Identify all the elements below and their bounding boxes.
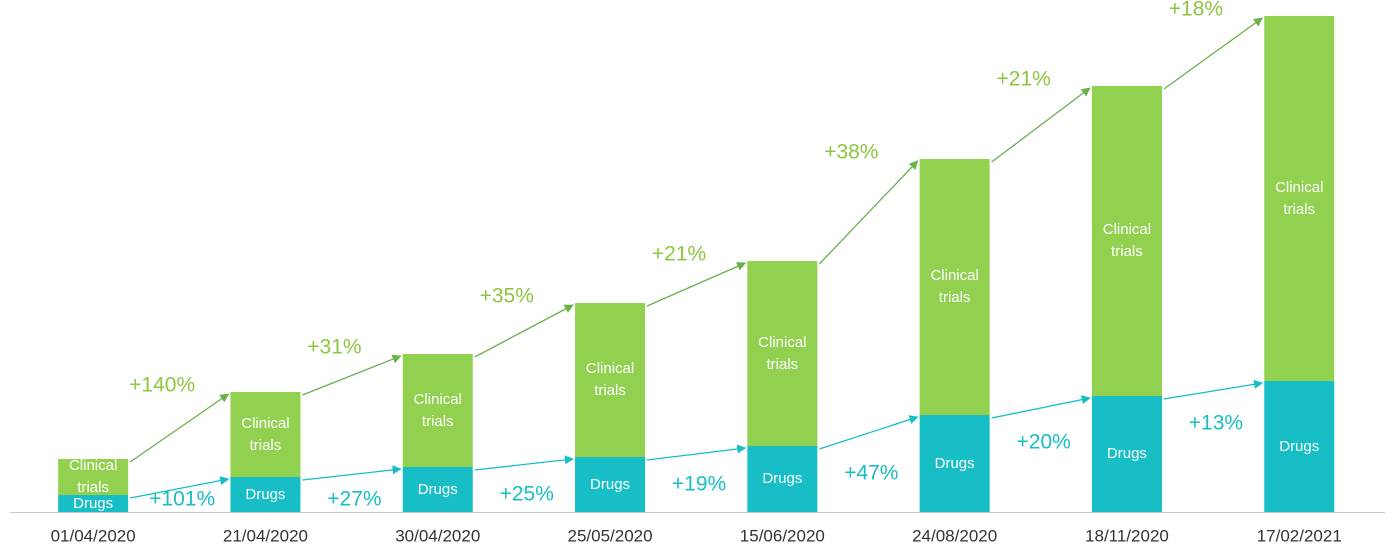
segment-label-box: Clinical trials	[1102, 221, 1152, 260]
growth-arrow	[474, 455, 574, 471]
bar-segment	[230, 477, 301, 512]
segment-label: Drugs	[1106, 445, 1147, 462]
bar-segment	[747, 261, 818, 446]
bar-segment	[58, 459, 129, 495]
growth-label: +13%	[1189, 412, 1243, 435]
segment-label-box: Drugs	[1106, 445, 1147, 462]
growth-arrow	[646, 444, 747, 461]
growth-arrow	[991, 395, 1091, 419]
segment-label: Drugs	[762, 470, 803, 487]
segment-label-box: Clinical trials	[241, 414, 290, 454]
segment-label-box: Drugs	[417, 480, 458, 498]
segment-label: Clinical trials	[930, 267, 979, 306]
bar-segment	[1264, 16, 1335, 381]
segment-label-box: Clinical trials	[1275, 178, 1324, 218]
segment-label-box: Drugs	[934, 454, 975, 472]
bar-segment	[230, 392, 301, 477]
bar-segment	[58, 495, 129, 512]
growth-label: +19%	[672, 473, 726, 496]
growth-arrow	[129, 393, 230, 463]
segment-label-box: Clinical trials	[413, 390, 462, 430]
growth-arrow	[818, 160, 919, 265]
growth-label: +140%	[129, 374, 195, 397]
growth-arrow	[646, 262, 747, 307]
bar-segment	[919, 159, 990, 415]
growth-arrow	[819, 415, 919, 450]
growth-label: +25%	[500, 483, 554, 506]
segment-label: Drugs	[590, 475, 631, 493]
x-tick-label: 17/02/2021	[1257, 526, 1342, 545]
segment-label-box: Clinical trials	[758, 333, 807, 373]
segment-label: Drugs	[245, 485, 286, 503]
segment-label-box: Drugs	[762, 470, 803, 487]
segment-label: Drugs	[73, 495, 114, 512]
bar-segment	[575, 457, 646, 512]
x-tick-label: 21/04/2020	[223, 526, 308, 545]
x-tick-label: 18/11/2020	[1085, 526, 1169, 545]
segment-label-box: Drugs	[1279, 437, 1320, 455]
segment-label-box: Drugs	[73, 495, 114, 512]
bar-segment	[402, 467, 473, 512]
segment-label: Clinical trials	[68, 459, 118, 495]
segment-label: Drugs	[934, 454, 975, 472]
bar-segment	[919, 415, 990, 512]
bar-segment	[1264, 381, 1335, 512]
growth-label: +47%	[844, 462, 898, 485]
x-tick-label: 30/04/2020	[395, 526, 480, 545]
growth-label: +31%	[307, 336, 361, 359]
segment-label-box: Drugs	[590, 475, 631, 493]
bar-segment	[1091, 396, 1162, 512]
segment-label-box: Clinical trials	[68, 459, 118, 495]
segment-label: Clinical trials	[758, 333, 807, 373]
growth-arrow	[302, 465, 402, 481]
bar-segment	[575, 303, 646, 457]
segment-label: Clinical trials	[413, 390, 462, 430]
growth-label: +21%	[652, 243, 706, 266]
x-tick-label: 01/04/2020	[51, 526, 136, 545]
x-tick-label: 25/05/2020	[568, 526, 653, 545]
segment-label: Clinical trials	[1275, 178, 1324, 218]
bar-segment	[402, 354, 473, 467]
bar-segment	[747, 446, 818, 512]
x-tick-label: 15/06/2020	[740, 526, 825, 545]
growth-arrow	[1163, 379, 1264, 400]
growth-label: +35%	[480, 285, 534, 308]
segment-label: Drugs	[1279, 437, 1320, 455]
growth-label: +20%	[1017, 431, 1071, 454]
segment-label: Clinical trials	[585, 360, 635, 399]
bar-segment	[1091, 86, 1162, 396]
growth-arrow	[474, 304, 574, 358]
growth-arrow	[1163, 17, 1263, 90]
segment-label: Clinical trials	[1102, 221, 1152, 260]
growth-arrow	[302, 354, 402, 396]
growth-arrow	[130, 476, 230, 499]
growth-arrow	[991, 87, 1091, 163]
segment-label-box: Clinical trials	[930, 267, 979, 306]
segment-label: Clinical trials	[241, 414, 290, 454]
x-tick-label: 24/08/2020	[912, 526, 997, 545]
growth-label: +101%	[149, 488, 215, 511]
growth-label: +38%	[824, 141, 878, 164]
growth-label: +18%	[1169, 0, 1223, 21]
growth-label: +27%	[327, 488, 381, 511]
segment-label-box: Drugs	[245, 485, 286, 503]
segment-label: Drugs	[417, 480, 458, 498]
segment-label-box: Clinical trials	[585, 360, 635, 399]
growth-label: +21%	[997, 68, 1051, 91]
